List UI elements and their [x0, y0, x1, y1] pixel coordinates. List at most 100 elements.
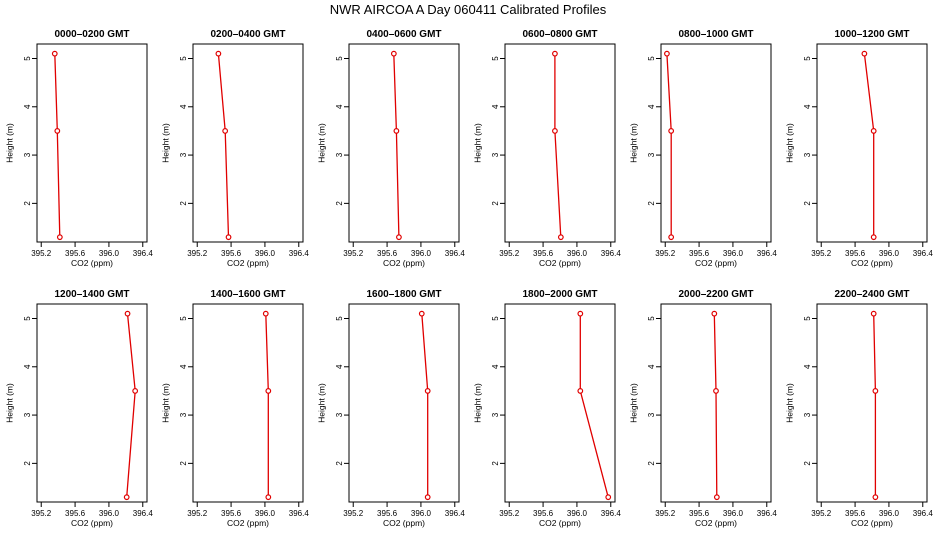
data-point [577, 388, 584, 394]
profile-line [421, 313, 429, 498]
y-tick-label: 3 [491, 412, 500, 417]
data-point [262, 310, 269, 317]
panel-title: 2000–2200 GMT [678, 289, 753, 300]
y-tick-label: 4 [179, 104, 188, 109]
data-point [872, 494, 879, 501]
x-tick-label: 396.4 [757, 249, 778, 258]
x-tick-label: 396.0 [255, 509, 276, 518]
x-tick-label: 395.2 [811, 249, 832, 258]
data-point [424, 388, 431, 394]
y-tick-label: 4 [23, 104, 32, 109]
data-point [265, 388, 272, 394]
x-tick-label: 396.0 [879, 509, 900, 518]
x-tick-label: 395.2 [31, 509, 52, 518]
x-tick-label: 395.6 [377, 509, 398, 518]
panel-title: 0400–0600 GMT [366, 29, 441, 40]
x-axis-label: CO2 (ppm) [539, 518, 581, 528]
x-axis-label: CO2 (ppm) [227, 518, 269, 528]
profile-line [713, 313, 718, 498]
data-point [861, 50, 868, 57]
y-axis-label: Height (m) [4, 383, 14, 423]
panel-title: 0800–1000 GMT [678, 29, 753, 40]
data-point [870, 128, 877, 134]
profile-panel: 0000–0200 GMT 395.2 395.6 396.0 396.4 CO2 (pp… [4, 29, 153, 268]
plot-frame [348, 303, 460, 503]
plot-frame [36, 303, 148, 503]
y-tick-label: 5 [803, 316, 812, 321]
x-tick-label: 395.2 [343, 249, 364, 258]
x-tick-label: 395.6 [221, 509, 242, 518]
plot-frame [816, 303, 928, 503]
x-tick-label: 396.4 [757, 509, 778, 518]
y-tick-label: 3 [647, 152, 656, 157]
x-tick-label: 395.6 [845, 509, 866, 518]
y-tick-label: 2 [23, 461, 32, 466]
x-tick-label: 396.4 [445, 249, 466, 258]
x-tick-label: 395.6 [65, 509, 86, 518]
plot-frame [192, 303, 304, 503]
profile-line [217, 53, 230, 238]
panel-title: 1600–1800 GMT [366, 289, 441, 300]
data-point [552, 50, 558, 57]
data-point [396, 234, 402, 241]
y-tick-label: 2 [23, 201, 32, 206]
x-tick-label: 395.6 [65, 249, 86, 258]
y-tick-label: 3 [179, 152, 188, 157]
data-point [56, 234, 63, 241]
x-tick-label: 396.4 [133, 509, 154, 518]
x-axis-label: CO2 (ppm) [383, 518, 425, 528]
plot-frame [816, 43, 928, 243]
data-point [664, 50, 670, 57]
data-point [393, 128, 400, 134]
y-axis-label: Height (m) [316, 383, 326, 423]
x-tick-label: 395.6 [377, 249, 398, 258]
x-tick-label: 396.0 [411, 509, 432, 518]
data-point [222, 128, 229, 134]
y-axis-label: Height (m) [4, 123, 14, 163]
y-tick-label: 2 [803, 461, 812, 466]
y-axis-label: Height (m) [628, 383, 638, 423]
profile-line [666, 53, 672, 238]
y-axis-label: Height (m) [784, 383, 794, 423]
data-point [265, 494, 272, 501]
x-tick-label: 395.2 [655, 249, 676, 258]
profile-panel: 1200–1400 GMT 395.2 395.6 396.0 396.4 CO2 (pp… [4, 289, 153, 528]
data-point [51, 50, 58, 57]
y-tick-label: 4 [335, 104, 344, 109]
plot-frame [504, 43, 616, 243]
profile-panel: 1600–1800 GMT 395.2 395.6 396.0 396.4 CO2 (pp… [316, 289, 465, 528]
x-tick-label: 395.2 [655, 509, 676, 518]
y-tick-label: 4 [491, 104, 500, 109]
y-tick-label: 4 [647, 104, 656, 109]
x-tick-label: 395.6 [845, 249, 866, 258]
x-axis-label: CO2 (ppm) [227, 258, 269, 268]
y-tick-label: 5 [179, 56, 188, 61]
data-point [577, 310, 584, 317]
y-axis-label: Height (m) [160, 383, 170, 423]
plot-frame [660, 303, 772, 503]
profile-line [126, 313, 136, 498]
y-tick-label: 4 [803, 104, 812, 109]
profile-panel: 1800–2000 GMT 395.2 395.6 396.0 396.4 CO2 (pp… [472, 289, 621, 528]
profile-panel: 2000–2200 GMT 395.2 395.6 396.0 396.4 CO2 (pp… [628, 289, 777, 528]
profile-line [863, 53, 875, 238]
x-tick-label: 395.2 [499, 509, 520, 518]
y-tick-label: 5 [491, 56, 500, 61]
x-tick-label: 396.0 [99, 509, 120, 518]
x-axis-label: CO2 (ppm) [71, 258, 113, 268]
profile-line [265, 313, 269, 498]
x-tick-label: 395.2 [31, 249, 52, 258]
x-tick-label: 396.4 [601, 249, 622, 258]
data-point [418, 310, 425, 317]
x-tick-label: 396.0 [879, 249, 900, 258]
x-tick-label: 396.0 [255, 249, 276, 258]
profile-panel: 0200–0400 GMT 395.2 395.6 396.0 396.4 CO2 (pp… [160, 29, 309, 268]
x-tick-label: 396.0 [567, 249, 588, 258]
data-point [605, 494, 612, 501]
y-tick-label: 3 [335, 152, 344, 157]
y-tick-label: 2 [491, 461, 500, 466]
y-tick-label: 3 [179, 412, 188, 417]
y-tick-label: 5 [647, 56, 656, 61]
x-axis-label: CO2 (ppm) [383, 258, 425, 268]
data-point [124, 310, 131, 317]
